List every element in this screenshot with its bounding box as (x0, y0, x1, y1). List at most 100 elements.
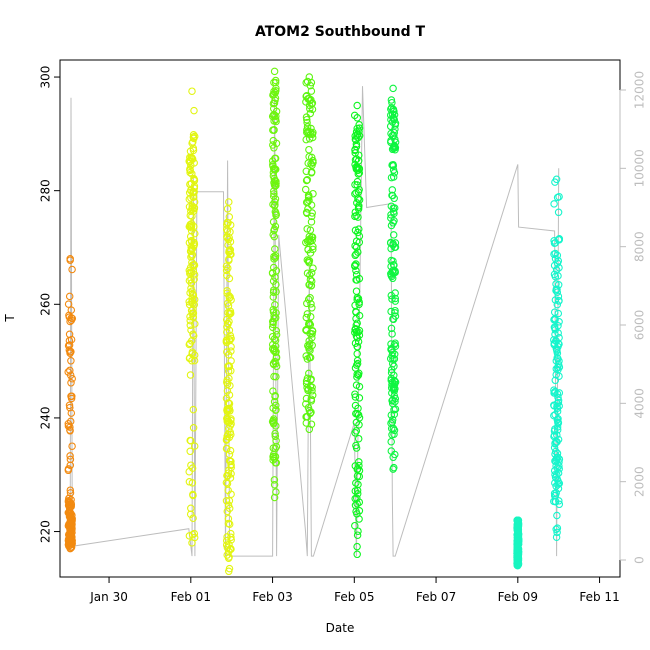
data-point (307, 169, 316, 177)
y-right-tick-label: 8000 (633, 231, 647, 262)
data-point (353, 359, 362, 368)
data-point (355, 121, 363, 129)
data-point (391, 121, 399, 129)
series-7 (513, 516, 523, 570)
data-point (187, 186, 195, 195)
data-point (270, 255, 278, 263)
data-point (351, 390, 359, 398)
data-point (302, 176, 311, 185)
data-point (270, 225, 279, 233)
x-tick-label: Feb 07 (416, 590, 456, 604)
series-2 (222, 198, 235, 576)
data-point (388, 397, 396, 405)
series-0 (64, 255, 77, 553)
data-point (554, 393, 562, 402)
data-point (555, 263, 563, 272)
data-point (389, 257, 397, 265)
y-tick-label: 260 (39, 293, 53, 316)
data-point (352, 270, 361, 279)
data-point (269, 387, 277, 395)
data-point (186, 222, 194, 231)
data-point (551, 470, 559, 479)
data-point (551, 326, 560, 334)
data-point (189, 490, 197, 499)
data-point (222, 266, 231, 275)
data-point (223, 205, 232, 213)
data-point (186, 157, 195, 165)
data-point (354, 527, 362, 535)
data-point (354, 465, 362, 473)
data-point (355, 421, 363, 429)
data-point (389, 231, 398, 239)
data-point (270, 232, 279, 241)
data-point (391, 289, 399, 297)
data-point (353, 499, 361, 508)
data-point (268, 317, 277, 326)
data-point (555, 389, 564, 397)
data-point (224, 351, 233, 359)
data-point (270, 252, 278, 261)
data-point (222, 497, 231, 505)
data-point (185, 266, 194, 275)
data-point (65, 292, 74, 301)
data-point (391, 143, 400, 152)
data-point (190, 182, 199, 190)
data-point (550, 389, 558, 397)
data-point (190, 222, 198, 231)
data-point (550, 489, 559, 498)
data-point (223, 287, 231, 295)
data-point (391, 397, 399, 406)
data-point (309, 158, 317, 167)
data-point (272, 117, 280, 126)
series-8 (550, 175, 564, 541)
data-point (354, 294, 363, 303)
data-point (305, 319, 314, 328)
data-point (270, 493, 279, 502)
data-point (303, 126, 311, 134)
plot-frame (59, 59, 621, 578)
data-point (355, 414, 364, 422)
data-point (387, 344, 396, 353)
data-point (224, 308, 232, 317)
data-point (514, 538, 522, 546)
data-point (186, 447, 194, 456)
data-point (188, 212, 196, 220)
data-point (307, 160, 315, 168)
data-point (227, 357, 235, 365)
data-point (272, 112, 280, 120)
series-1 (185, 87, 199, 547)
data-point (66, 452, 74, 460)
data-point (388, 415, 397, 424)
data-point (387, 419, 395, 427)
data-point (272, 354, 281, 362)
x-tick-label: Feb 01 (171, 590, 211, 604)
data-point (352, 427, 361, 435)
data-point (270, 372, 278, 381)
data-point (226, 446, 235, 455)
data-point (269, 187, 278, 195)
data-point (302, 135, 310, 144)
data-point (387, 307, 395, 316)
data-point (269, 168, 278, 177)
data-point (306, 249, 315, 257)
data-point (514, 561, 522, 570)
data-point (551, 479, 559, 487)
data-point (390, 194, 398, 203)
data-point (67, 335, 76, 344)
data-point (553, 464, 561, 472)
data-point (189, 514, 197, 522)
data-point (223, 271, 231, 280)
data-point (223, 387, 232, 395)
data-point (270, 126, 278, 134)
data-point (225, 456, 234, 465)
y-right-tick-label: 4000 (633, 388, 647, 419)
data-point (272, 211, 280, 219)
data-point (307, 212, 316, 221)
data-point (513, 549, 522, 557)
data-point (355, 326, 364, 335)
data-point (387, 447, 396, 455)
data-point (224, 320, 232, 328)
data-point (551, 330, 559, 339)
data-point (301, 185, 310, 194)
data-point (222, 478, 231, 487)
